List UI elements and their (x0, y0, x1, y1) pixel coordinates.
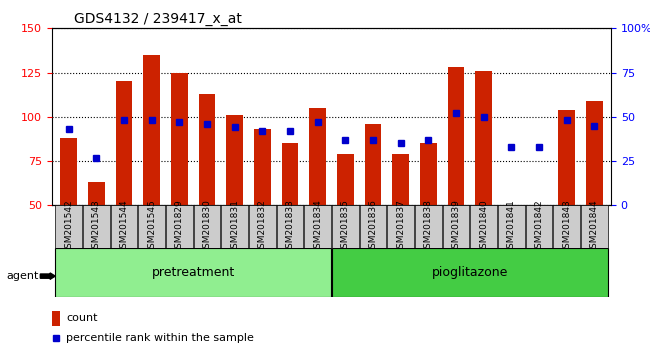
Text: count: count (66, 313, 98, 323)
Text: GSM201835: GSM201835 (341, 199, 350, 254)
Bar (281, 143, 298, 205)
Bar (222, 205, 248, 248)
Text: GSM201833: GSM201833 (285, 199, 294, 254)
Bar (387, 205, 414, 248)
Bar (226, 115, 243, 205)
Bar (365, 124, 382, 205)
Bar (337, 154, 354, 205)
Bar (199, 94, 215, 205)
Text: GSM201836: GSM201836 (369, 199, 378, 254)
Text: GSM201840: GSM201840 (479, 199, 488, 254)
Bar (332, 205, 359, 248)
Text: pretreatment: pretreatment (151, 266, 235, 279)
Text: GSM201838: GSM201838 (424, 199, 433, 254)
Bar (83, 205, 110, 248)
Text: pioglitazone: pioglitazone (432, 266, 508, 279)
Text: agent: agent (6, 271, 39, 281)
Bar (304, 205, 331, 248)
Bar (55, 205, 82, 248)
Bar (52, 311, 60, 326)
Bar (475, 71, 492, 205)
Text: GSM201545: GSM201545 (147, 199, 156, 254)
Bar (171, 73, 188, 205)
Text: GSM201830: GSM201830 (202, 199, 211, 254)
Text: GSM201841: GSM201841 (507, 199, 516, 254)
Bar (111, 205, 137, 248)
Bar (586, 101, 603, 205)
Bar (420, 143, 437, 205)
Text: GSM201829: GSM201829 (175, 199, 184, 254)
Bar (443, 205, 469, 248)
Bar (194, 205, 220, 248)
Text: GSM201834: GSM201834 (313, 199, 322, 254)
Bar (254, 129, 270, 205)
Bar (309, 108, 326, 205)
Bar (498, 205, 525, 248)
Bar (393, 154, 409, 205)
Bar (359, 205, 386, 248)
Bar (277, 205, 304, 248)
Bar (143, 55, 160, 205)
Bar (415, 205, 441, 248)
Bar (332, 248, 608, 297)
Text: GSM201844: GSM201844 (590, 199, 599, 254)
Bar (471, 205, 497, 248)
Bar (138, 205, 165, 248)
Text: GSM201831: GSM201831 (230, 199, 239, 254)
Bar (553, 205, 580, 248)
Bar (166, 205, 192, 248)
Text: GDS4132 / 239417_x_at: GDS4132 / 239417_x_at (74, 12, 242, 26)
Text: GSM201842: GSM201842 (534, 199, 543, 254)
Bar (526, 205, 552, 248)
Bar (448, 67, 464, 205)
Bar (60, 138, 77, 205)
Text: GSM201843: GSM201843 (562, 199, 571, 254)
Text: GSM201839: GSM201839 (452, 199, 461, 254)
Text: GSM201837: GSM201837 (396, 199, 405, 254)
Bar (88, 182, 105, 205)
Bar (558, 110, 575, 205)
Bar (531, 205, 547, 266)
Text: GSM201543: GSM201543 (92, 199, 101, 254)
Text: GSM201544: GSM201544 (120, 199, 129, 254)
Bar (55, 248, 331, 297)
Text: GSM201542: GSM201542 (64, 199, 73, 254)
Text: GSM201832: GSM201832 (258, 199, 266, 254)
Bar (116, 81, 132, 205)
Text: percentile rank within the sample: percentile rank within the sample (66, 333, 254, 343)
Bar (249, 205, 276, 248)
Bar (581, 205, 608, 248)
